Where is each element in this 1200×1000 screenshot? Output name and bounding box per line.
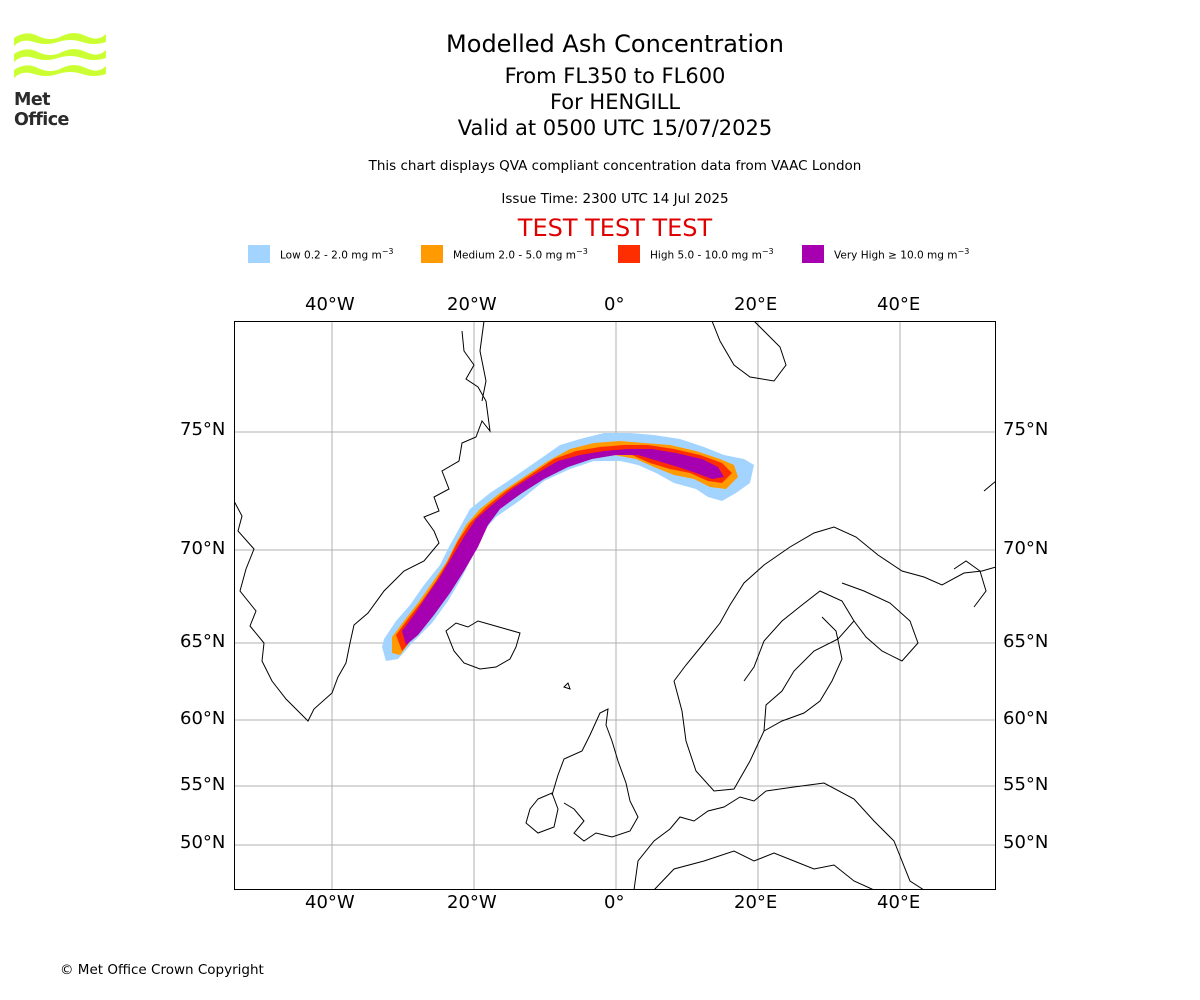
- iceland-coast: [445, 620, 521, 670]
- map-frame: [234, 321, 996, 890]
- lon-tick-bottom-40w: 40°W: [305, 892, 355, 913]
- ash-plume: [382, 433, 754, 661]
- uk-coast: [551, 708, 639, 842]
- legend-swatch-high: [618, 245, 640, 263]
- volcano-name: For HENGILL: [549, 90, 681, 114]
- finland-coast: [763, 616, 843, 732]
- legend-item-medium: Medium 2.0 - 5.0 mg m−3: [421, 244, 588, 264]
- lat-tick-right-75n: 75°N: [1003, 419, 1049, 440]
- lon-tick-top-0: 0°: [604, 294, 625, 315]
- lat-tick-right-65n: 65°N: [1003, 631, 1049, 652]
- ash-map: [234, 321, 996, 890]
- lon-tick-top-20e: 20°E: [734, 294, 778, 315]
- lat-tick-right-55n: 55°N: [1003, 774, 1049, 795]
- scandinavia-coast: [673, 526, 996, 682]
- plume-medium: [392, 441, 738, 655]
- lon-tick-top-20w: 20°W: [447, 294, 497, 315]
- ireland-coast: [525, 792, 559, 834]
- legend-swatch-low: [248, 245, 270, 263]
- coastlines: [234, 321, 996, 890]
- test-banner: TEST TEST TEST: [517, 214, 713, 242]
- legend-label-high: High 5.0 - 10.0 mg m: [650, 249, 762, 262]
- legend-swatch-very-high: [802, 245, 824, 263]
- legend-label-medium: Medium 2.0 - 5.0 mg m: [453, 249, 576, 262]
- lon-tick-top-40w: 40°W: [305, 294, 355, 315]
- lat-tick-left-50n: 50°N: [180, 832, 226, 853]
- legend-item-low: Low 0.2 - 2.0 mg m−3: [248, 244, 393, 264]
- lon-tick-top-40e: 40°E: [877, 294, 921, 315]
- greenland-coast: [234, 330, 491, 722]
- chart-subtitle: This chart displays QVA compliant concen…: [368, 158, 862, 174]
- logo-text: Met Office: [14, 90, 69, 130]
- lon-tick-bottom-20e: 20°E: [734, 892, 778, 913]
- legend: Low 0.2 - 2.0 mg m−3 Medium 2.0 - 5.0 mg…: [248, 244, 1008, 264]
- plume-very-high: [402, 449, 724, 645]
- lat-tick-left-60n: 60°N: [180, 708, 226, 729]
- lon-tick-bottom-20w: 20°W: [447, 892, 497, 913]
- wave-logo-icon: [14, 33, 106, 78]
- lon-tick-bottom-0: 0°: [604, 892, 625, 913]
- copyright: © Met Office Crown Copyright: [60, 962, 264, 978]
- lat-tick-left-65n: 65°N: [180, 631, 226, 652]
- legend-label-low: Low 0.2 - 2.0 mg m: [280, 249, 382, 262]
- svalbard-coast: [711, 321, 787, 382]
- legend-label-very-high: Very High ≥ 10.0 mg m: [834, 249, 958, 262]
- issue-time: Issue Time: 2300 UTC 14 Jul 2025: [501, 191, 729, 207]
- legend-item-high: High 5.0 - 10.0 mg m−3: [618, 244, 774, 264]
- lat-tick-right-50n: 50°N: [1003, 832, 1049, 853]
- lat-tick-left-55n: 55°N: [180, 774, 226, 795]
- legend-item-very-high: Very High ≥ 10.0 mg m−3: [802, 244, 969, 264]
- lat-tick-left-75n: 75°N: [180, 419, 226, 440]
- valid-time: Valid at 0500 UTC 15/07/2025: [457, 116, 773, 140]
- lat-tick-right-70n: 70°N: [1003, 538, 1049, 559]
- chart-title: Modelled Ash Concentration: [446, 30, 784, 58]
- met-office-logo: Met Office: [14, 30, 110, 130]
- legend-swatch-medium: [421, 245, 443, 263]
- europe-coast: [633, 790, 767, 890]
- lon-tick-bottom-40e: 40°E: [877, 892, 921, 913]
- gridlines: [234, 321, 996, 890]
- lat-tick-right-60n: 60°N: [1003, 708, 1049, 729]
- lat-tick-left-70n: 70°N: [180, 538, 226, 559]
- flight-levels: From FL350 to FL600: [504, 64, 726, 88]
